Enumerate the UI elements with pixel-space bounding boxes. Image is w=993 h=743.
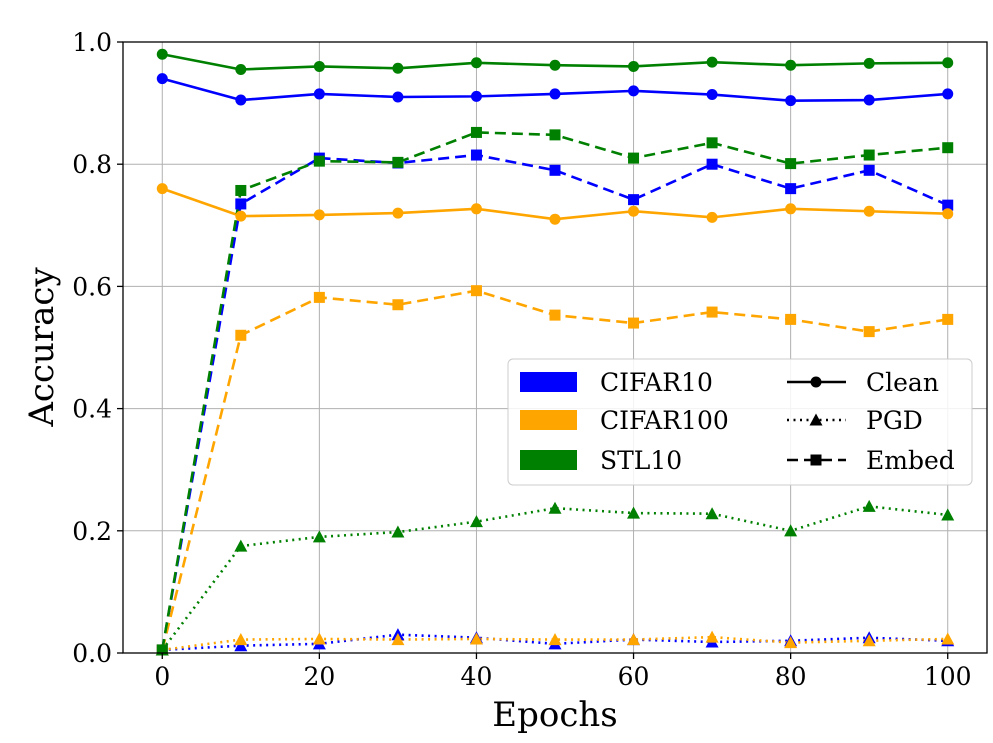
data-point-cifar100-embed: [471, 285, 482, 296]
data-point-cifar10-embed: [471, 150, 482, 161]
x-tick-label: 20: [303, 662, 335, 691]
data-point-cifar10-clean: [707, 89, 718, 100]
data-point-stl10-embed: [550, 129, 561, 140]
y-axis-label: Accuracy: [22, 267, 62, 428]
data-point-cifar100-clean: [707, 212, 718, 223]
data-point-cifar10-clean: [942, 88, 953, 99]
data-point-cifar10-embed: [707, 159, 718, 170]
data-point-stl10-clean: [707, 57, 718, 68]
data-point-cifar10-clean: [314, 88, 325, 99]
legend-label-stl10: STL10: [600, 446, 682, 475]
legend: CIFAR10 CIFAR100 STL10 Clean PGD Embed: [508, 359, 972, 485]
y-tick-label: 0.2: [72, 517, 112, 546]
data-point-stl10-clean: [157, 49, 168, 60]
legend-label-pgd: PGD: [866, 406, 923, 435]
plot-lines: [162, 54, 947, 650]
y-axis-ticks: 0.0 0.2 0.4 0.6 0.8 1.0: [72, 28, 123, 668]
data-point-cifar10-clean: [471, 91, 482, 102]
legend-label-cifar10: CIFAR10: [600, 368, 713, 397]
y-tick-label: 0.0: [72, 639, 112, 668]
x-tick-label: 80: [775, 662, 807, 691]
data-point-cifar10-embed: [550, 165, 561, 176]
data-point-stl10-clean: [550, 60, 561, 71]
data-point-stl10-clean: [392, 63, 403, 74]
data-point-cifar10-clean: [785, 95, 796, 106]
series-line-stl10-pgd: [162, 506, 947, 650]
data-point-cifar10-clean: [864, 95, 875, 106]
data-point-cifar100-clean: [628, 206, 639, 217]
data-point-cifar100-clean: [157, 183, 168, 194]
data-point-stl10-pgd: [313, 530, 326, 542]
legend-label-embed: Embed: [866, 446, 955, 475]
x-axis-ticks: 0 20 40 60 80 100: [154, 653, 971, 691]
data-point-stl10-pgd: [941, 508, 954, 520]
data-point-cifar100-pgd: [627, 633, 640, 645]
data-point-stl10-embed: [314, 156, 325, 167]
data-point-stl10-pgd: [234, 540, 247, 552]
data-point-cifar10-embed: [785, 183, 796, 194]
data-point-cifar100-embed: [864, 326, 875, 337]
y-tick-label: 1.0: [72, 28, 112, 57]
data-point-stl10-clean: [235, 64, 246, 75]
legend-marker-embed: [811, 455, 822, 466]
data-point-cifar100-clean: [392, 208, 403, 219]
legend-swatch-cifar10: [520, 372, 577, 392]
data-point-cifar10-clean: [235, 95, 246, 106]
data-point-cifar100-pgd: [313, 632, 326, 644]
data-point-stl10-embed: [942, 142, 953, 153]
data-point-stl10-embed: [628, 153, 639, 164]
data-point-cifar10-clean: [157, 73, 168, 84]
legend-marker-clean: [811, 377, 822, 388]
data-point-stl10-embed: [471, 127, 482, 138]
x-tick-label: 40: [461, 662, 493, 691]
data-point-stl10-clean: [314, 61, 325, 72]
data-point-cifar10-clean: [392, 91, 403, 102]
legend-swatch-stl10: [520, 450, 577, 470]
data-point-cifar100-embed: [314, 292, 325, 303]
data-point-cifar100-embed: [392, 299, 403, 310]
data-point-stl10-embed: [392, 157, 403, 168]
data-point-stl10-clean: [942, 57, 953, 68]
data-point-cifar100-clean: [235, 211, 246, 222]
x-tick-label: 0: [154, 662, 170, 691]
y-tick-label: 0.6: [72, 272, 112, 301]
data-point-stl10-clean: [471, 57, 482, 68]
data-point-stl10-clean: [628, 61, 639, 72]
data-point-cifar100-clean: [314, 209, 325, 220]
data-point-cifar100-clean: [550, 214, 561, 225]
data-point-cifar10-embed: [864, 165, 875, 176]
data-point-stl10-embed: [785, 158, 796, 169]
y-tick-label: 0.4: [72, 395, 112, 424]
data-point-cifar100-embed: [550, 310, 561, 321]
x-tick-label: 60: [618, 662, 650, 691]
data-point-cifar100-embed: [942, 314, 953, 325]
legend-label-cifar100: CIFAR100: [600, 406, 729, 435]
data-point-stl10-embed: [864, 150, 875, 161]
data-point-cifar10-embed: [628, 194, 639, 205]
data-point-cifar10-clean: [628, 85, 639, 96]
plot-markers: [156, 49, 954, 656]
data-point-cifar10-embed: [235, 198, 246, 209]
data-point-stl10-clean: [785, 60, 796, 71]
data-point-stl10-clean: [864, 58, 875, 69]
data-point-cifar100-embed: [235, 330, 246, 341]
data-point-cifar100-embed: [785, 314, 796, 325]
data-point-cifar100-clean: [864, 206, 875, 217]
y-tick-label: 0.8: [72, 150, 112, 179]
x-tick-label: 100: [924, 662, 972, 691]
data-point-stl10-embed: [235, 185, 246, 196]
legend-swatch-cifar100: [520, 410, 577, 430]
data-point-cifar10-clean: [550, 88, 561, 99]
data-point-cifar100-clean: [785, 203, 796, 214]
data-point-cifar100-pgd: [234, 633, 247, 645]
data-point-cifar100-clean: [942, 208, 953, 219]
x-axis-label: Epochs: [492, 695, 617, 735]
data-point-cifar100-clean: [471, 203, 482, 214]
legend-label-clean: Clean: [866, 368, 939, 397]
data-point-stl10-pgd: [863, 500, 876, 512]
data-point-cifar100-embed: [707, 307, 718, 318]
data-point-cifar100-embed: [628, 318, 639, 329]
data-point-stl10-embed: [707, 137, 718, 148]
